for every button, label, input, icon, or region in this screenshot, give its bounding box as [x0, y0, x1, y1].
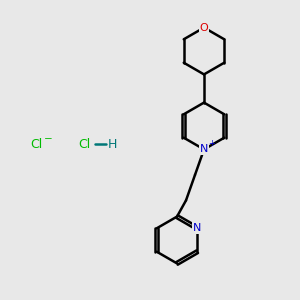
Text: Cl: Cl — [78, 137, 90, 151]
Text: N: N — [200, 144, 208, 154]
Text: +: + — [208, 139, 215, 148]
Text: Cl: Cl — [30, 137, 42, 151]
Text: O: O — [200, 22, 208, 33]
Text: N: N — [193, 223, 202, 233]
Text: H: H — [108, 137, 117, 151]
Text: −: − — [44, 134, 53, 144]
